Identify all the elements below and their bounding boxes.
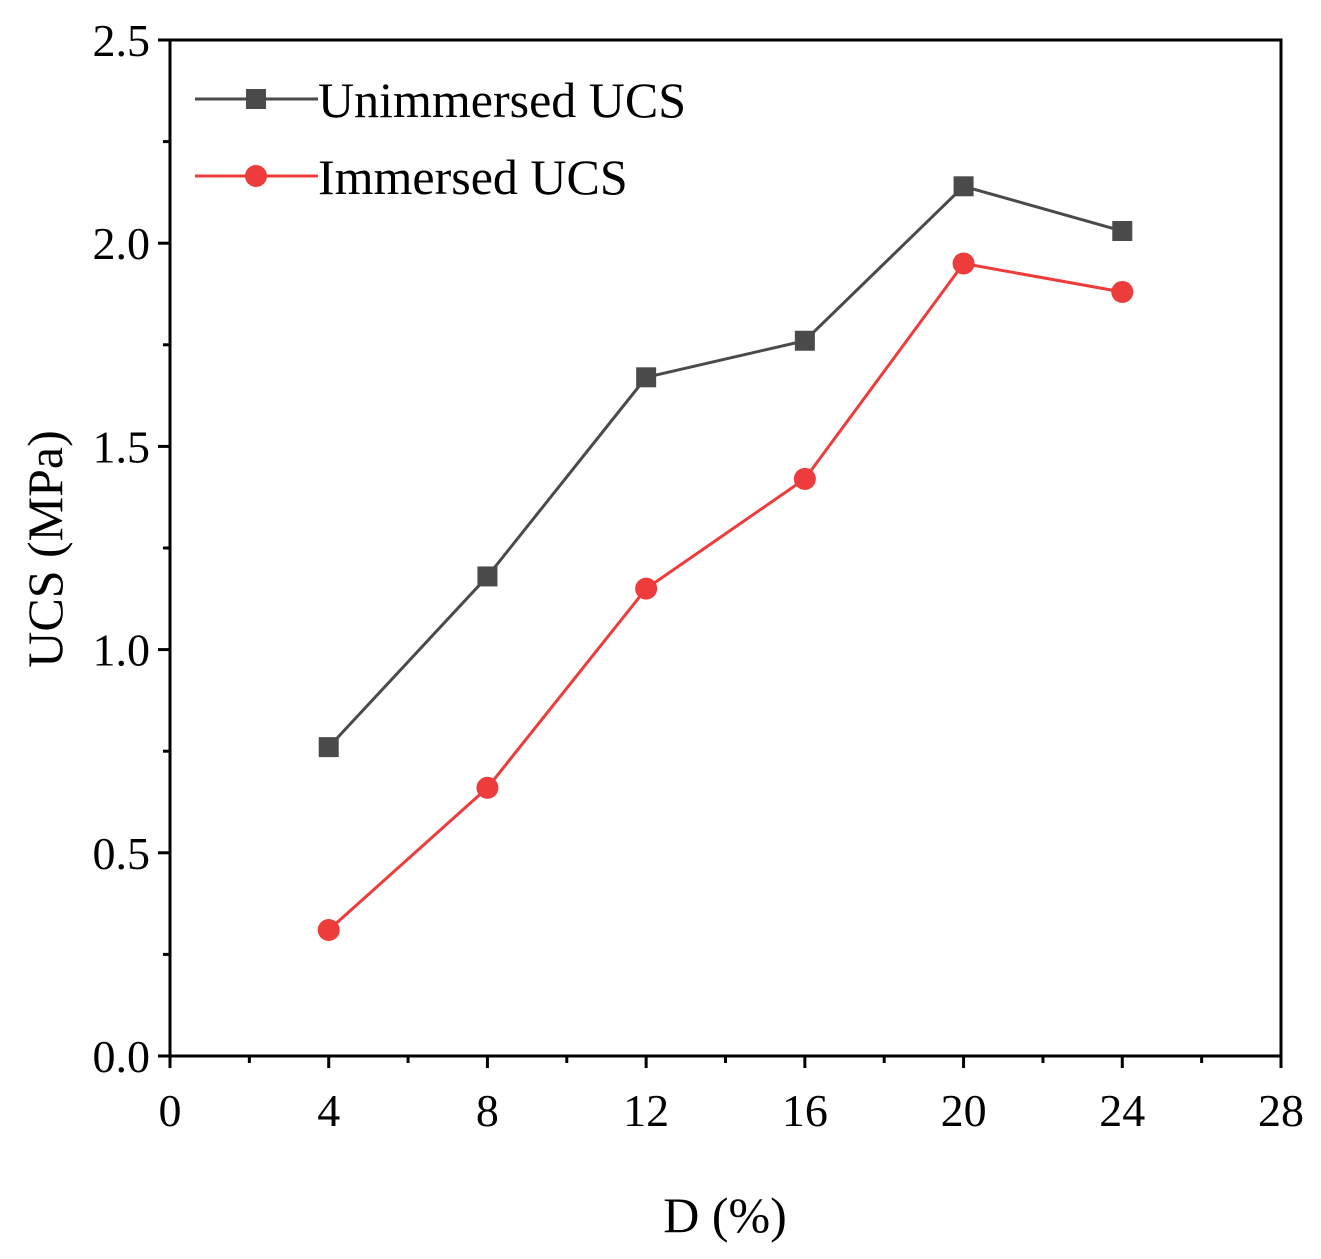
data-point-immersed — [952, 252, 975, 275]
legend: Unimmersed UCS Immersed UCS — [195, 72, 686, 205]
data-point-immersed — [476, 776, 499, 799]
axes: 0 4 8 12 16 20 24 28 0.0 0.5 1.0 1.5 2.0 2.5 — [93, 15, 1305, 1136]
data-point-unimmersed — [636, 367, 657, 388]
series-line-unimmersed — [327, 184, 1123, 749]
x-tick-label: 8 — [476, 1085, 499, 1136]
y-tick-label: 1.5 — [93, 421, 151, 472]
x-tick-label: 12 — [623, 1085, 669, 1136]
series-line-immersed — [327, 262, 1123, 932]
data-point-immersed — [793, 467, 816, 490]
data-point-immersed — [317, 919, 340, 942]
x-tick-label: 20 — [941, 1085, 987, 1136]
x-tick-label: 24 — [1099, 1085, 1145, 1136]
data-point-unimmersed — [953, 176, 974, 197]
data-point-unimmersed — [1112, 221, 1133, 242]
x-tick-label: 16 — [782, 1085, 828, 1136]
data-point-immersed — [635, 577, 658, 600]
data-point-unimmersed — [318, 737, 339, 758]
y-tick-label: 2.0 — [93, 218, 151, 269]
data-point-unimmersed — [794, 330, 815, 351]
x-axis-title: D (%) — [663, 1187, 787, 1243]
x-tick-label: 0 — [159, 1085, 182, 1136]
data-point-immersed — [1111, 280, 1134, 303]
y-tick-label: 0.5 — [93, 828, 151, 879]
x-tick-label: 28 — [1258, 1085, 1304, 1136]
y-axis-title: UCS (MPa) — [17, 430, 73, 668]
legend-marker-immersed — [245, 165, 267, 187]
legend-label-unimmersed: Unimmersed UCS — [318, 72, 686, 128]
y-tick-label: 0.0 — [93, 1031, 151, 1082]
y-tick-label: 1.0 — [93, 625, 151, 676]
x-tick-label: 4 — [317, 1085, 340, 1136]
data-point-unimmersed — [477, 566, 498, 587]
legend-marker-unimmersed — [246, 89, 266, 109]
series-layer — [317, 176, 1134, 942]
y-tick-label: 2.5 — [93, 15, 151, 66]
legend-label-immersed: Immersed UCS — [318, 149, 628, 205]
